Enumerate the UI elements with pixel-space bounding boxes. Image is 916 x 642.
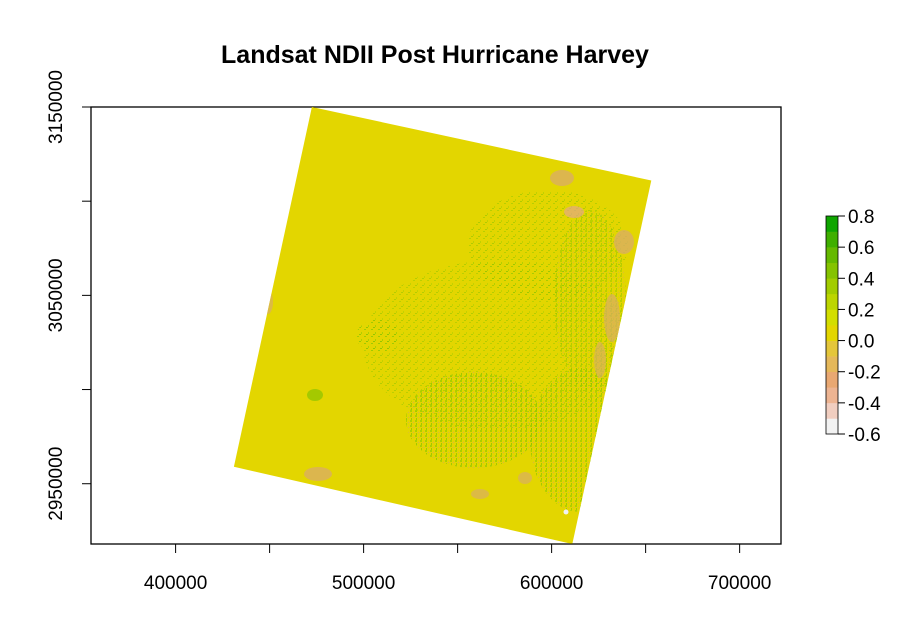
legend-swatch xyxy=(826,293,838,310)
vegetation-patch xyxy=(530,368,630,512)
x-tick-label: 700000 xyxy=(708,573,771,594)
raster-image xyxy=(233,107,652,544)
dry-patch xyxy=(550,170,574,186)
x-tick-label: 600000 xyxy=(520,573,583,594)
y-tick-label: 2950000 xyxy=(46,447,67,521)
dry-patch xyxy=(614,230,634,254)
x-tick-label: 400000 xyxy=(144,573,207,594)
legend-label: 0.4 xyxy=(848,269,875,290)
y-tick-label: 3150000 xyxy=(46,70,67,144)
legend-swatch xyxy=(826,231,838,248)
y-tick-label: 3050000 xyxy=(46,258,67,332)
legend-swatch xyxy=(826,340,838,357)
legend-swatch xyxy=(826,356,838,373)
legend-swatch xyxy=(826,387,838,404)
raster-texture xyxy=(263,170,634,515)
dry-patch xyxy=(304,467,332,481)
dry-patch xyxy=(518,472,532,484)
legend-label: -0.2 xyxy=(848,363,881,384)
legend-label: 0.8 xyxy=(848,207,874,228)
legend-swatch xyxy=(826,262,838,279)
legend-label: -0.6 xyxy=(848,425,881,446)
legend-label: 0.0 xyxy=(848,332,874,353)
vegetation-patch xyxy=(554,210,626,390)
legend-label: -0.4 xyxy=(848,394,881,415)
legend-swatch xyxy=(826,402,838,419)
dry-patch xyxy=(564,206,584,218)
chart-title: Landsat NDII Post Hurricane Harvey xyxy=(221,41,649,69)
vegetation-patch xyxy=(307,389,323,401)
dry-patch xyxy=(263,290,273,314)
color-legend: 0.8 0.6 0.4 0.2 0.0 -0.2 -0.4 -0.6 xyxy=(825,207,881,446)
vegetation-patch xyxy=(406,372,542,468)
dry-patch xyxy=(594,342,606,378)
legend-swatch xyxy=(826,325,838,341)
legend-swatch xyxy=(826,309,838,326)
legend-swatch xyxy=(826,216,838,232)
x-tick-label: 500000 xyxy=(332,573,395,594)
x-axis: 400000 500000 600000 700000 xyxy=(91,543,781,594)
legend-label: 0.6 xyxy=(848,238,874,259)
legend-label: 0.2 xyxy=(848,300,874,321)
dry-patch xyxy=(604,294,620,342)
legend-border xyxy=(825,215,839,435)
legend-swatch xyxy=(826,247,838,264)
y-axis: 2950000 3050000 3150000 xyxy=(46,70,92,544)
vegetation-patch xyxy=(356,320,400,352)
legend-swatch xyxy=(826,371,838,388)
dry-patch xyxy=(471,489,489,499)
legend-swatch xyxy=(826,418,838,435)
bright-spot xyxy=(563,509,569,515)
legend-swatch xyxy=(826,278,838,295)
